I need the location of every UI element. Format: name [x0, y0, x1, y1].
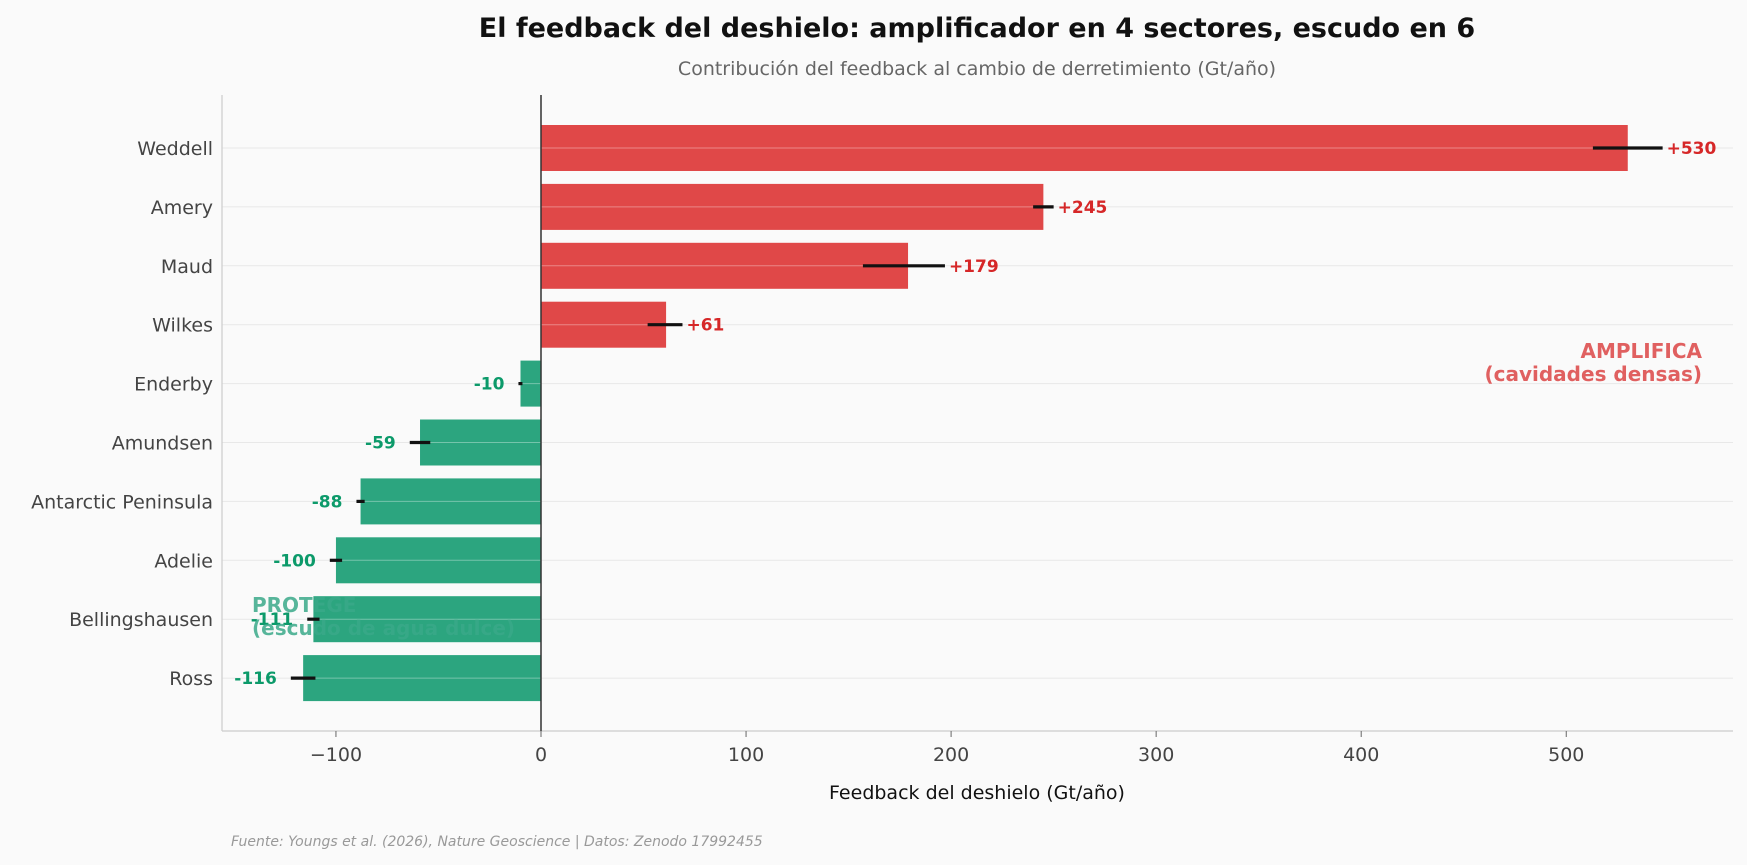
- source-note: Fuente: Youngs et al. (2026), Nature Geo…: [231, 834, 763, 850]
- value-labels: +530 +245 +179 +61 -10 -59 -88 -100 -111 -116: [234, 139, 1716, 689]
- bar-antarctic-peninsula: [360, 478, 541, 525]
- bars: [303, 125, 1628, 702]
- category-label: Adelie: [154, 550, 213, 572]
- x-axis-title: Feedback del deshielo (Gt/año): [829, 782, 1125, 804]
- bar-amundsen: [420, 419, 541, 466]
- category-label: Amundsen: [112, 433, 213, 455]
- bar-amery: [541, 183, 1044, 230]
- value-label: +245: [1058, 198, 1108, 218]
- x-tick-label: −100: [310, 744, 362, 766]
- bar-weddell: [541, 125, 1628, 171]
- value-label: -111: [251, 610, 294, 630]
- value-label: +179: [949, 257, 999, 277]
- bar-maud: [541, 242, 909, 289]
- category-label: Weddell: [137, 138, 213, 160]
- bar-enderby: [520, 360, 541, 407]
- annotation-protege: PROTEGE: [252, 593, 356, 617]
- value-label: -116: [234, 669, 277, 689]
- value-label: -10: [474, 375, 505, 395]
- chart-title: El feedback del deshielo: amplificador e…: [479, 13, 1475, 44]
- axes: [221, 95, 1733, 732]
- chart-subtitle: Contribución del feedback al cambio de d…: [678, 58, 1276, 80]
- category-label: Ross: [169, 668, 213, 690]
- category-label: Antarctic Peninsula: [31, 491, 213, 513]
- bar-wilkes: [541, 301, 667, 348]
- category-label: Enderby: [134, 374, 213, 396]
- x-tick-label: 200: [933, 744, 969, 766]
- bar-gridlines-overlay: [303, 147, 1628, 679]
- bar-ross: [303, 655, 541, 702]
- x-tick-label: 500: [1548, 744, 1584, 766]
- bar-bellingshausen: [313, 596, 541, 643]
- x-tick-label: 300: [1138, 744, 1174, 766]
- value-label: -100: [273, 551, 316, 571]
- x-tick-label: 400: [1343, 744, 1379, 766]
- category-labels: Weddell Amery Maud Wilkes Enderby Amundsen Ant…: [31, 138, 213, 690]
- x-tick-label: 0: [535, 744, 547, 766]
- category-label: Wilkes: [152, 315, 213, 337]
- x-ticks: −100 0 100 200 300 400 500: [310, 731, 1584, 766]
- value-label: -59: [365, 434, 396, 454]
- value-label: +530: [1667, 139, 1717, 159]
- category-label: Amery: [151, 197, 213, 219]
- annotation-amplifica-detail: (cavidades densas): [1484, 362, 1702, 386]
- bar-adelie: [335, 537, 541, 584]
- value-label: +61: [686, 316, 724, 336]
- annotation-amplifica: AMPLIFICA: [1581, 339, 1703, 363]
- x-tick-label: 100: [728, 744, 764, 766]
- error-bars: [290, 146, 1663, 680]
- value-label: -88: [312, 492, 343, 512]
- annotation-protege-detail: (escudo de agua dulce): [252, 616, 515, 640]
- category-label: Bellingshausen: [69, 609, 213, 631]
- category-label: Maud: [161, 256, 213, 278]
